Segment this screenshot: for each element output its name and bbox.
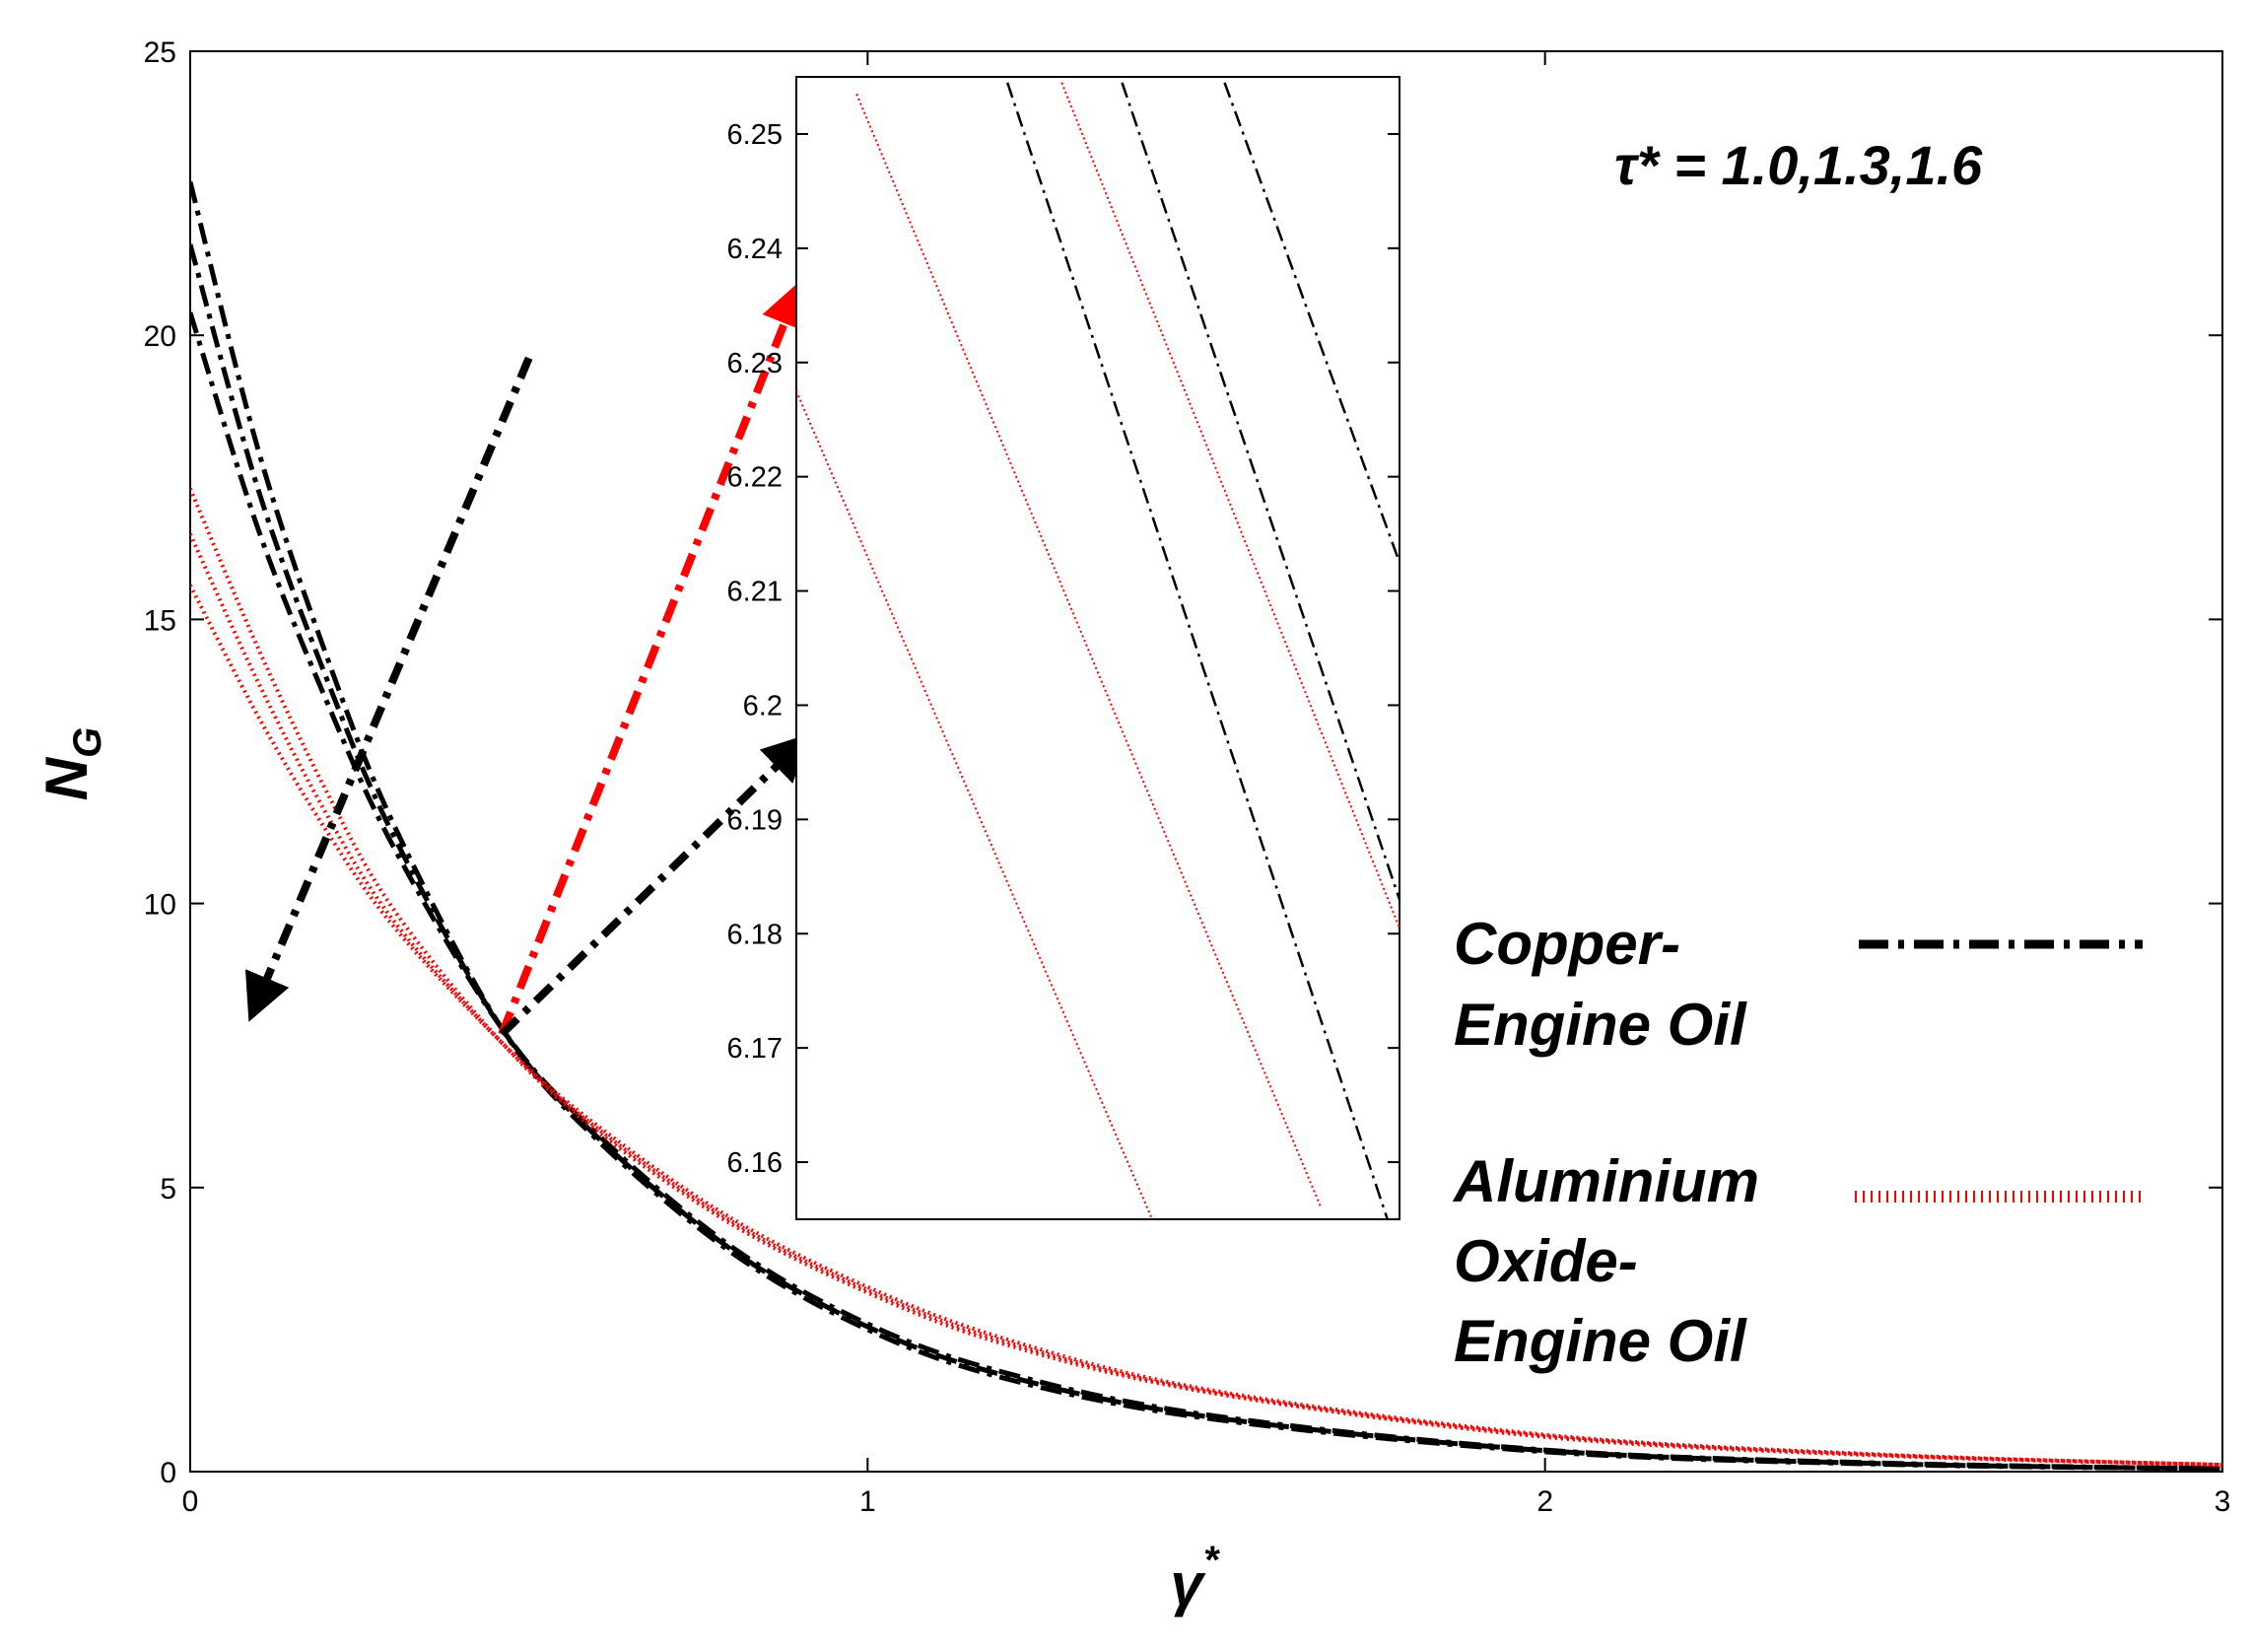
- x-tick-label: 3: [2215, 1485, 2231, 1518]
- annotation-arrow-0: [244, 356, 533, 1022]
- inset-y-tick-label: 6.21: [727, 577, 783, 608]
- x-tick-label: 2: [1536, 1485, 1553, 1518]
- inset-y-tick-label: 6.22: [727, 462, 783, 494]
- y-tick-label: 0: [160, 1457, 176, 1489]
- inset-plot-area: [795, 76, 1400, 1220]
- annotation-arrow-1: [498, 279, 807, 1036]
- y-axis-label-main: N: [34, 756, 100, 800]
- y-tick-label: 25: [144, 36, 176, 69]
- inset-y-tick-label: 6.2: [743, 690, 783, 722]
- main-ticks: 0 1 2 3 0 5 10 15 20 25: [144, 36, 2231, 1518]
- y-tick-label: 15: [144, 604, 176, 637]
- legend-label-aluminium-line3: Engine Oil: [1454, 1308, 1747, 1374]
- inset-ticks: 6.16 6.17 6.18 6.19 6.2 6.21 6.22 6.23 6.24 6.25: [727, 119, 1400, 1179]
- inset-series-line-1: [855, 94, 1323, 1208]
- y-axis-label-sub: G: [66, 727, 109, 758]
- inset-series-line-5: [1223, 82, 1400, 564]
- inset-y-tick-label: 6.17: [727, 1033, 783, 1065]
- x-tick-label: 0: [182, 1485, 199, 1518]
- annotation-arrow-2: [499, 733, 810, 1038]
- legend-label-aluminium-line2: Oxide-: [1454, 1228, 1638, 1294]
- legend-label-aluminium: Aluminium Oxide- Engine Oil: [1452, 1148, 1776, 1374]
- y-tick-label: 5: [160, 1173, 176, 1205]
- legend: Copper- Engine Oil Aluminium Oxide- Engi…: [1452, 911, 2143, 1374]
- inset-series-line-3: [1060, 82, 1400, 929]
- main-series: [190, 180, 2222, 1472]
- inset-y-tick-label: 6.24: [727, 234, 783, 265]
- x-axis-label: γ*: [1171, 1539, 1221, 1618]
- series-line-copper-2: [190, 180, 2222, 1472]
- inset-y-tick-label: 6.23: [727, 348, 783, 379]
- inset-series: [796, 82, 1400, 1219]
- x-tick-label: 1: [859, 1485, 876, 1518]
- y-axis-label: NG: [34, 727, 109, 800]
- inset-y-tick-label: 6.25: [727, 119, 783, 151]
- inset-plot: 6.16 6.17 6.18 6.19 6.2 6.21 6.22 6.23 6.24 6.25: [727, 76, 1400, 1220]
- inset-y-tick-label: 6.16: [727, 1147, 783, 1179]
- inset-y-tick-label: 6.19: [727, 804, 783, 836]
- y-tick-label: 20: [144, 320, 176, 353]
- tau-annotation: τ* = 1.0,1.3,1.6: [1614, 134, 1983, 196]
- inset-y-tick-label: 6.18: [727, 919, 783, 950]
- legend-label-aluminium-line1: Aluminium: [1452, 1148, 1759, 1214]
- x-axis-label-sup: *: [1203, 1539, 1221, 1582]
- series-line-aluminium-3: [190, 584, 2222, 1468]
- x-axis-label-main: γ: [1171, 1551, 1207, 1618]
- legend-label-copper-line1: Copper-: [1454, 911, 1680, 977]
- inset-series-line-4: [1121, 82, 1400, 900]
- legend-label-copper: Copper- Engine Oil: [1454, 911, 1747, 1058]
- series-line-aluminium-4: [190, 533, 2222, 1468]
- main-arrows: [244, 279, 810, 1038]
- legend-label-copper-line2: Engine Oil: [1454, 992, 1747, 1058]
- y-tick-label: 10: [144, 889, 176, 922]
